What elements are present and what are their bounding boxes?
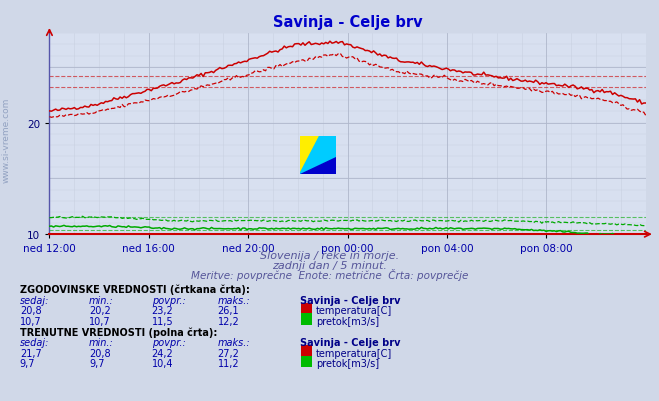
- Text: Slovenija / reke in morje.: Slovenija / reke in morje.: [260, 251, 399, 261]
- Text: temperatura[C]: temperatura[C]: [316, 306, 392, 316]
- Text: ZGODOVINSKE VREDNOSTI (črtkana črta):: ZGODOVINSKE VREDNOSTI (črtkana črta):: [20, 284, 250, 295]
- Text: Savinja - Celje brv: Savinja - Celje brv: [300, 295, 401, 305]
- Text: 20,8: 20,8: [20, 306, 42, 316]
- Polygon shape: [300, 136, 320, 174]
- Text: 20,8: 20,8: [89, 348, 111, 358]
- Text: TRENUTNE VREDNOSTI (polna črta):: TRENUTNE VREDNOSTI (polna črta):: [20, 326, 217, 337]
- Text: 10,7: 10,7: [89, 316, 111, 326]
- Text: 11,2: 11,2: [217, 358, 239, 368]
- Text: 9,7: 9,7: [20, 358, 36, 368]
- Polygon shape: [300, 136, 336, 174]
- Text: pretok[m3/s]: pretok[m3/s]: [316, 316, 379, 326]
- Text: 11,5: 11,5: [152, 316, 173, 326]
- Text: temperatura[C]: temperatura[C]: [316, 348, 392, 358]
- Text: 27,2: 27,2: [217, 348, 239, 358]
- Text: 24,2: 24,2: [152, 348, 173, 358]
- Title: Savinja - Celje brv: Savinja - Celje brv: [273, 15, 422, 30]
- Text: www.si-vreme.com: www.si-vreme.com: [2, 98, 11, 183]
- Text: 26,1: 26,1: [217, 306, 239, 316]
- Text: 10,7: 10,7: [20, 316, 42, 326]
- Text: sedaj:: sedaj:: [20, 337, 49, 347]
- Text: 10,4: 10,4: [152, 358, 173, 368]
- Text: 20,2: 20,2: [89, 306, 111, 316]
- Text: 23,2: 23,2: [152, 306, 173, 316]
- Polygon shape: [300, 157, 336, 174]
- Text: povpr.:: povpr.:: [152, 337, 185, 347]
- Text: sedaj:: sedaj:: [20, 295, 49, 305]
- Text: maks.:: maks.:: [217, 295, 250, 305]
- Text: 12,2: 12,2: [217, 316, 239, 326]
- Text: pretok[m3/s]: pretok[m3/s]: [316, 358, 379, 368]
- Text: min.:: min.:: [89, 295, 114, 305]
- Text: min.:: min.:: [89, 337, 114, 347]
- Text: 21,7: 21,7: [20, 348, 42, 358]
- Text: maks.:: maks.:: [217, 337, 250, 347]
- Text: 9,7: 9,7: [89, 358, 105, 368]
- Text: zadnji dan / 5 minut.: zadnji dan / 5 minut.: [272, 261, 387, 271]
- Text: povpr.:: povpr.:: [152, 295, 185, 305]
- Text: Meritve: povprečne  Enote: metrične  Črta: povprečje: Meritve: povprečne Enote: metrične Črta:…: [191, 269, 468, 281]
- Text: Savinja - Celje brv: Savinja - Celje brv: [300, 337, 401, 347]
